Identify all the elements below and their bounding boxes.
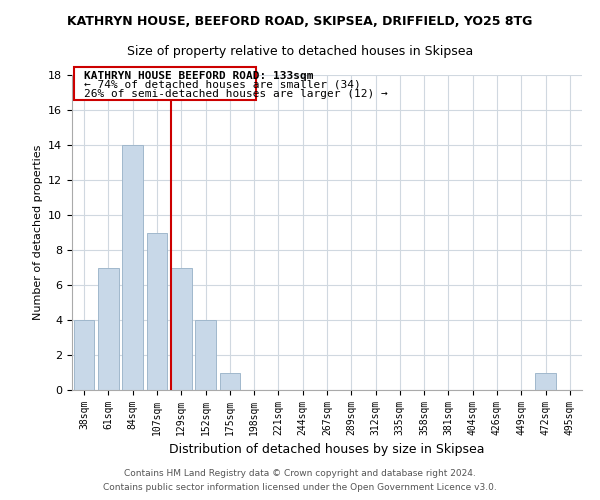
Bar — [122, 145, 143, 390]
Bar — [146, 232, 167, 390]
Bar — [98, 268, 119, 390]
Text: Contains HM Land Registry data © Crown copyright and database right 2024.: Contains HM Land Registry data © Crown c… — [124, 468, 476, 477]
Text: Contains public sector information licensed under the Open Government Licence v3: Contains public sector information licen… — [103, 484, 497, 492]
Bar — [220, 372, 240, 390]
Text: 26% of semi-detached houses are larger (12) →: 26% of semi-detached houses are larger (… — [84, 89, 388, 99]
Y-axis label: Number of detached properties: Number of detached properties — [32, 145, 43, 320]
Text: KATHRYN HOUSE, BEEFORD ROAD, SKIPSEA, DRIFFIELD, YO25 8TG: KATHRYN HOUSE, BEEFORD ROAD, SKIPSEA, DR… — [67, 15, 533, 28]
Bar — [535, 372, 556, 390]
Text: Size of property relative to detached houses in Skipsea: Size of property relative to detached ho… — [127, 45, 473, 58]
Text: ← 74% of detached houses are smaller (34): ← 74% of detached houses are smaller (34… — [84, 80, 361, 90]
Text: KATHRYN HOUSE BEEFORD ROAD: 133sqm: KATHRYN HOUSE BEEFORD ROAD: 133sqm — [84, 70, 314, 81]
Bar — [195, 320, 216, 390]
Bar — [74, 320, 94, 390]
Bar — [171, 268, 191, 390]
X-axis label: Distribution of detached houses by size in Skipsea: Distribution of detached houses by size … — [169, 444, 485, 456]
FancyBboxPatch shape — [74, 67, 256, 100]
